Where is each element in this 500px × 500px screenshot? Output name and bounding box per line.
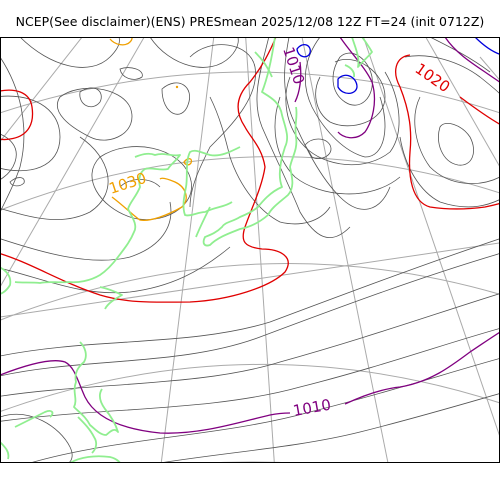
coastline [0, 37, 373, 463]
graticule-lines [0, 37, 500, 463]
map-title: NCEP(See disclaimer)(ENS) PRESmean 2025/… [15, 14, 485, 29]
isobars-thin [0, 37, 500, 463]
pressure-map: 1010 1020 1030 1010 [0, 37, 500, 463]
contour-labels: 1010 1020 1030 1010 [107, 45, 454, 420]
isobar-1020 [0, 37, 500, 303]
isobar-1010 [0, 37, 500, 434]
